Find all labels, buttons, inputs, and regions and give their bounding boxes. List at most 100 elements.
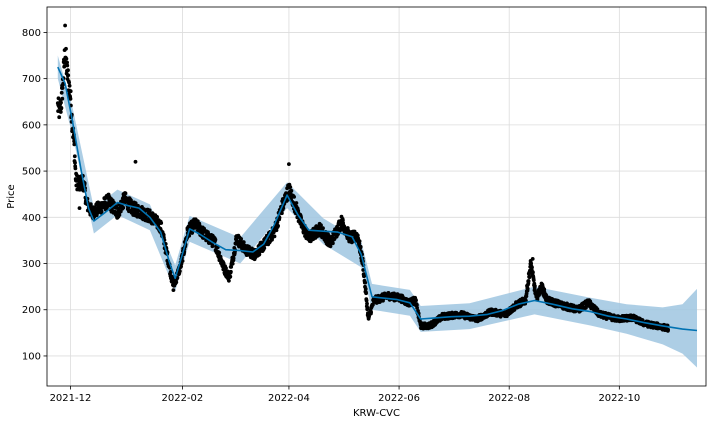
observed-point: [595, 307, 600, 311]
observed-point: [213, 237, 218, 242]
observed-point: [170, 274, 175, 279]
x-tick-label: 2022-08: [488, 393, 530, 404]
x-tick-label: 2022-04: [268, 393, 310, 404]
observed-point: [210, 244, 215, 249]
observed-point: [171, 288, 176, 292]
observed-point: [59, 100, 63, 105]
observed-point: [64, 56, 69, 61]
observed-point: [365, 306, 370, 310]
observed-point: [112, 209, 117, 214]
y-tick-label: 100: [22, 351, 41, 362]
x-axis-label: KRW-CVC: [353, 408, 400, 419]
observed-point: [155, 215, 160, 219]
x-axis-ticks: 2021-12 2022-02 2022-04 2022-06 2022-08 2022-…: [50, 386, 640, 404]
observed-point: [224, 266, 228, 270]
observed-point: [533, 284, 537, 288]
observed-point: [88, 202, 93, 207]
observed-point: [414, 298, 418, 303]
observed-point: [369, 310, 373, 314]
observed-point: [73, 166, 78, 171]
y-tick-label: 500: [22, 167, 41, 178]
observed-point: [59, 90, 64, 95]
observed-point: [355, 233, 360, 238]
observed-point: [77, 206, 82, 211]
observed-point: [59, 106, 64, 110]
observed-point: [133, 159, 138, 164]
observed-point: [174, 280, 179, 285]
y-tick-label: 300: [22, 259, 41, 270]
observed-point: [272, 234, 277, 239]
observed-point: [133, 201, 138, 206]
forecast-line-group: [57, 66, 698, 332]
observed-point: [161, 232, 166, 237]
observed-point: [68, 89, 73, 94]
observed-point: [60, 96, 65, 101]
observed-point: [262, 246, 267, 251]
observed-point: [531, 278, 536, 283]
observed-point: [287, 162, 291, 167]
observed-point: [221, 261, 226, 266]
observed-point: [280, 211, 284, 216]
observed-point: [60, 86, 65, 90]
observed-point: [328, 244, 333, 249]
observed-points: [55, 23, 670, 333]
observed-point: [319, 223, 323, 228]
observed-point: [321, 226, 325, 231]
observed-point: [127, 208, 131, 213]
observed-point: [67, 83, 72, 88]
y-axis-ticks: 100 200 300 400 500 600 700 800: [22, 28, 47, 362]
observed-point: [228, 274, 233, 279]
observed-point: [178, 269, 182, 274]
observed-point: [341, 218, 345, 223]
y-axis-label: Price: [6, 184, 17, 208]
observed-point: [331, 241, 335, 246]
observed-point: [527, 275, 532, 280]
y-tick-label: 200: [22, 305, 41, 316]
observed-point: [358, 244, 363, 249]
observed-point: [121, 205, 126, 210]
observed-point: [531, 270, 535, 275]
observed-point: [147, 208, 152, 213]
observed-point: [123, 191, 128, 196]
observed-point: [62, 64, 67, 69]
observed-point: [217, 250, 222, 255]
observed-point: [530, 257, 535, 261]
y-tick-label: 400: [22, 213, 41, 224]
observed-point: [66, 73, 71, 78]
observed-point: [542, 287, 547, 292]
observed-point: [58, 110, 63, 114]
observed-point: [363, 280, 368, 285]
observed-point: [179, 264, 184, 269]
observed-point: [415, 306, 419, 310]
observed-point: [67, 80, 71, 85]
forecast-line: [57, 66, 698, 332]
observed-point: [525, 286, 530, 291]
observed-point: [68, 97, 73, 101]
observed-point: [362, 273, 367, 278]
observed-point: [229, 269, 233, 274]
observed-point: [666, 327, 670, 332]
observed-point: [241, 240, 246, 245]
observed-point: [230, 261, 235, 266]
observed-point: [357, 239, 362, 244]
observed-point: [136, 203, 140, 208]
observed-point: [73, 160, 77, 165]
observed-point: [168, 270, 173, 274]
observed-point: [239, 237, 244, 241]
x-tick-label: 2021-12: [50, 393, 92, 404]
observed-point: [231, 256, 236, 261]
observed-point: [180, 259, 185, 263]
observed-point: [229, 265, 234, 269]
observed-point: [294, 201, 299, 205]
plot-frame: [46, 6, 707, 387]
observed-point: [292, 195, 296, 199]
observed-point: [363, 287, 368, 291]
y-tick-label: 600: [22, 120, 41, 131]
observed-point: [276, 224, 280, 228]
observed-point: [117, 213, 122, 217]
observed-point: [365, 301, 369, 306]
y-tick-label: 800: [22, 28, 41, 39]
y-tick-label: 700: [22, 74, 41, 85]
observed-point: [72, 142, 77, 147]
observed-point: [99, 209, 104, 214]
